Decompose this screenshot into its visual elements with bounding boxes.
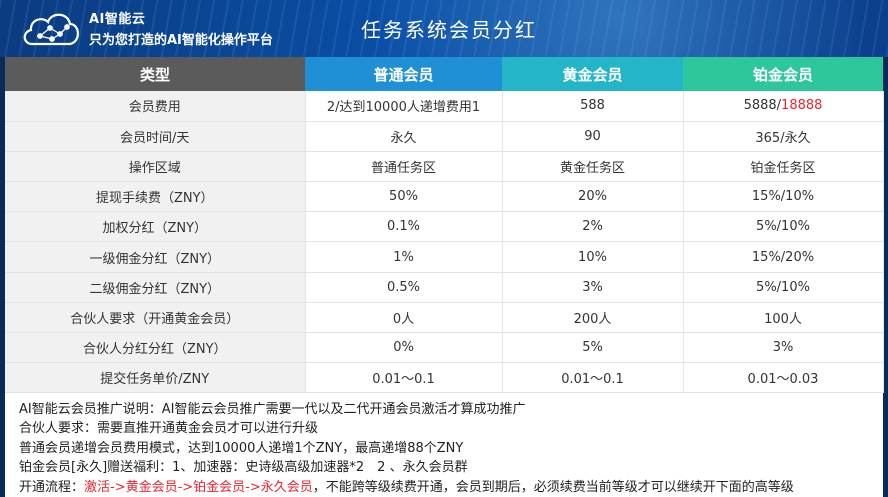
row-type: 二级佣金分红（ZNY） [5,272,306,303]
platinum-value: 0.01～0.03 [683,362,884,394]
note-platinum-benefits: 铂金会员[永久]赠送福利：1、加速器：史诗级高级加速器*2 2 、永久会员群 [19,460,468,476]
row-type: 提交任务单价/ZNY [5,362,306,394]
platinum-value: 3% [683,332,884,364]
note-fee-increment: 普通会员递增会员费用模式，达到10000人递增1个ZNY，最高递增88个ZNY [19,440,464,456]
table-header-row: 类型 普通会员 黄金会员 铂金会员 [5,57,883,91]
table-row: 二级佣金分红（ZNY） 0.5% 3% 5%/10% [5,272,884,303]
row-type: 提现手续费（ZNY） [5,181,306,213]
table-row: 加权分红（ZNY） 0.1% 2% 5%/10% [5,211,884,243]
row-type: 操作区域 [5,151,306,183]
regular-value: 0人 [305,302,503,334]
column-header-gold: 黄金会员 [502,57,683,91]
platinum-value: 铂金任务区 [683,151,884,183]
regular-value: 0.5% [305,272,503,303]
table-row: 一级佣金分红（ZNY） 1% 10% 15%/20% [5,241,884,273]
regular-value: 0.01～0.1 [305,362,503,394]
gold-value: 90 [502,121,684,152]
gold-value: 2% [502,211,684,243]
table-row: 合伙人分红分红（ZNY） 0% 5% 3% [5,332,884,364]
brand-name: AI智能云 [89,12,146,27]
column-header-type: 类型 [5,57,305,91]
row-type: 加权分红（ZNY） [5,211,306,243]
regular-value: 50% [305,181,503,213]
table-row: 会员费用 2/达到10000人递增费用1 588 5888/18888 [5,91,884,122]
regular-value: 普通任务区 [305,151,503,183]
table-row: 提现手续费（ZNY） 50% 20% 15%/10% [5,181,884,213]
table-row: 会员时间/天 永久 90 365/永久 [5,121,884,152]
regular-value: 1% [305,241,503,273]
platinum-value: 15%/20% [683,241,884,273]
note-flow-rule: ，不能跨等级续费开通，会员到期后，必须续费当前等级才可以继续开下面的高等级 [312,479,794,495]
gold-value: 10% [502,241,684,273]
regular-value: 2/达到10000人递增费用1 [305,91,503,122]
membership-panel: 类型 普通会员 黄金会员 铂金会员 会员费用 2/达到10000人递增费用1 5… [5,57,884,497]
page-title: 任务系统会员分红 [361,18,537,42]
notes-section: AI智能云会员推广说明：AI智能云会员推广需要一代以及二代开通会员激活才算成功推… [19,400,879,497]
row-type: 一级佣金分红（ZNY） [5,241,306,273]
platinum-value: 365/永久 [683,121,884,152]
gold-value: 黄金任务区 [502,151,684,183]
gold-value: 20% [502,181,684,213]
platinum-fee-base: 5888/ [743,98,782,114]
note-flow-label: 开通流程： [19,479,85,495]
platinum-value: 5%/10% [683,272,884,303]
regular-value: 永久 [305,121,503,152]
note-promotion: AI智能云会员推广说明：AI智能云会员推广需要一代以及二代开通会员激活才算成功推… [19,402,526,417]
gold-value: 5% [502,332,684,364]
table-row: 操作区域 普通任务区 黄金任务区 铂金任务区 [5,151,884,183]
brand-slogan: 只为您打造的AI智能化操作平台 [89,33,273,48]
gold-value: 3% [502,272,684,303]
gold-value: 0.01～0.1 [502,362,684,394]
regular-value: 0.1% [305,211,503,243]
note-upgrade-flow: 开通流程：激活->黄金会员->铂金会员->永久会员，不能跨等级续费开通，会员到期… [19,478,879,497]
header-banner: AI智能云 只为您打造的AI智能化操作平台 任务系统会员分红 [0,0,888,57]
row-type: 会员费用 [5,91,306,122]
column-header-regular: 普通会员 [305,57,502,91]
note-flow-steps: 激活->黄金会员->铂金会员->永久会员 [84,479,313,495]
platinum-value: 5%/10% [683,211,884,243]
row-type: 合伙人分红分红（ZNY） [5,332,306,364]
note-partner-requirement: 合伙人要求：需要直推开通黄金会员才可以进行升级 [19,421,319,437]
cloud-network-icon [23,13,79,46]
platinum-value: 5888/18888 [683,91,884,122]
platinum-value: 15%/10% [683,181,884,213]
platinum-fee-highlight: 18888 [781,98,823,114]
column-header-platinum: 铂金会员 [683,57,883,91]
membership-table: 类型 普通会员 黄金会员 铂金会员 会员费用 2/达到10000人递增费用1 5… [5,57,884,394]
row-type: 合伙人要求（开通黄金会员） [5,302,306,334]
platinum-value: 100人 [683,302,884,334]
row-type: 会员时间/天 [5,121,306,152]
gold-value: 200人 [502,302,684,334]
table-row: 提交任务单价/ZNY 0.01～0.1 0.01～0.1 0.01～0.03 [5,362,884,394]
gold-value: 588 [502,91,684,122]
table-row: 合伙人要求（开通黄金会员） 0人 200人 100人 [5,302,884,334]
regular-value: 0% [305,332,503,364]
